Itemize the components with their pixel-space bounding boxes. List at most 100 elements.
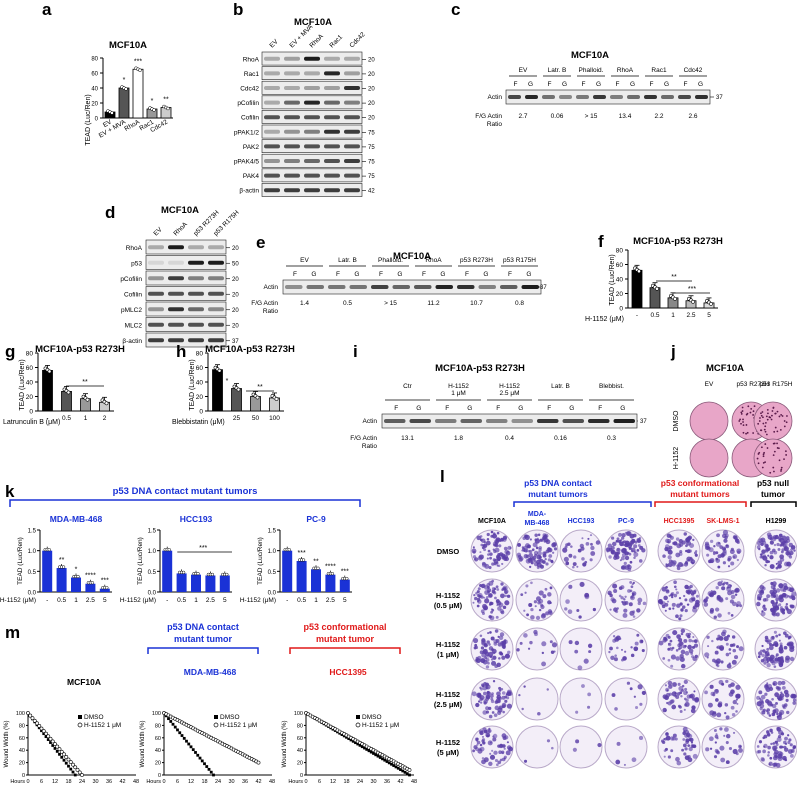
colony xyxy=(666,689,669,692)
y-tick-label: 80 xyxy=(196,351,204,358)
colony xyxy=(769,756,773,760)
dmso-point xyxy=(69,767,73,771)
band xyxy=(264,159,280,163)
colony xyxy=(705,545,710,550)
colony xyxy=(563,556,569,562)
group-label: Latr. B xyxy=(548,67,567,74)
colony xyxy=(784,539,788,543)
colony xyxy=(738,747,743,753)
colony xyxy=(488,727,491,731)
colony xyxy=(781,686,786,690)
blot-strip xyxy=(261,80,363,95)
band xyxy=(304,71,320,76)
colony xyxy=(607,543,612,548)
colony xyxy=(492,680,496,683)
data-point xyxy=(301,558,306,562)
band xyxy=(460,419,482,423)
colony xyxy=(488,761,493,766)
colony xyxy=(523,609,526,612)
panel-m-group-conf: p53 conformational xyxy=(303,622,386,632)
colony xyxy=(581,684,585,688)
colony xyxy=(736,694,741,698)
k-chart-title: MDA-MB-468 xyxy=(50,514,103,524)
panel-f-title: MCF10A-p53 R273H xyxy=(633,236,723,247)
colony xyxy=(533,600,538,604)
colony xyxy=(676,760,682,766)
y-tick-label: 20 xyxy=(26,394,34,401)
colony xyxy=(496,531,500,535)
band xyxy=(284,173,300,178)
colony xyxy=(486,532,490,537)
row-label: pCofilin xyxy=(237,100,259,107)
h1152-point xyxy=(62,752,66,757)
g-label: G xyxy=(620,405,625,412)
band xyxy=(661,95,674,99)
colony xyxy=(764,637,770,643)
colony xyxy=(789,604,793,608)
h1152-point xyxy=(35,721,39,726)
colony xyxy=(633,544,638,549)
colony xyxy=(527,647,531,650)
colony xyxy=(717,613,722,618)
dmso-point xyxy=(360,745,364,749)
colony xyxy=(538,555,542,559)
h1152-point xyxy=(77,770,82,775)
colony xyxy=(762,649,766,653)
colony xyxy=(673,593,678,598)
colony xyxy=(626,531,632,536)
colony xyxy=(578,615,582,619)
colony xyxy=(570,545,573,548)
y-tick-label: 60 xyxy=(91,72,98,78)
colony xyxy=(620,539,623,542)
colony xyxy=(690,708,696,714)
bar xyxy=(42,369,53,412)
colony xyxy=(486,729,491,734)
y-tick-label: 80 xyxy=(26,351,34,358)
colony xyxy=(773,470,775,473)
colony xyxy=(589,534,593,537)
y-tick-label: 100 xyxy=(16,711,25,717)
data-point xyxy=(152,108,156,112)
band xyxy=(409,419,431,423)
group-label: Latr. B xyxy=(551,383,570,390)
colony xyxy=(590,551,596,556)
panel-d-title: MCF10A xyxy=(161,205,199,216)
colony xyxy=(715,558,721,563)
colony xyxy=(780,691,783,694)
band xyxy=(264,115,280,120)
colony xyxy=(680,649,686,655)
mw-label: 37 xyxy=(540,285,547,291)
panel-a-ylabel: TEAD (Luc/Ren) xyxy=(85,94,92,145)
panel-h-ylabel: TEAD (Luc/Ren) xyxy=(189,359,196,410)
colony xyxy=(775,634,779,638)
colony xyxy=(505,750,511,756)
colony xyxy=(742,431,745,434)
colony xyxy=(498,657,501,660)
colony xyxy=(489,741,492,744)
g-label: G xyxy=(440,271,445,278)
colony xyxy=(725,652,730,657)
colony xyxy=(691,705,696,710)
colony xyxy=(693,690,696,693)
colony xyxy=(486,640,490,644)
data-point xyxy=(274,397,279,401)
x-tick-label: 36 xyxy=(384,779,390,785)
h1152-point xyxy=(28,713,33,718)
colony xyxy=(503,639,507,642)
category-label: 2 xyxy=(103,415,107,422)
panel-h-label: h xyxy=(176,342,186,361)
colony xyxy=(614,654,617,657)
dmso-point xyxy=(73,773,77,777)
panel-j-label: j xyxy=(670,342,676,361)
row-label: Actin xyxy=(488,94,503,101)
y-tick-label: 40 xyxy=(91,87,98,93)
y-tick-label: 0 xyxy=(199,409,203,416)
colony xyxy=(663,636,667,641)
colony xyxy=(489,694,494,698)
colony xyxy=(490,697,494,701)
colony xyxy=(724,711,727,715)
colony xyxy=(789,656,795,662)
colony xyxy=(529,565,532,569)
